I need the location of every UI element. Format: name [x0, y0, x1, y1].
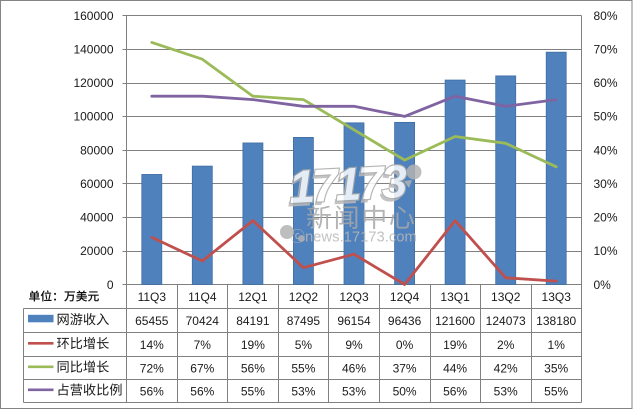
- svg-text:138180: 138180: [536, 314, 576, 328]
- svg-text:80%: 80%: [594, 9, 618, 23]
- svg-text:ⓒnews.17173.com: ⓒnews.17173.com: [290, 229, 417, 246]
- svg-text:96154: 96154: [337, 314, 371, 328]
- svg-text:53%: 53%: [342, 384, 366, 398]
- svg-text:37%: 37%: [393, 361, 417, 375]
- svg-text:35%: 35%: [544, 361, 568, 375]
- svg-text:160000: 160000: [73, 9, 113, 23]
- svg-text:121600: 121600: [435, 314, 475, 328]
- svg-text:80000: 80000: [80, 143, 114, 157]
- svg-text:0: 0: [107, 278, 114, 292]
- svg-text:87495: 87495: [287, 314, 321, 328]
- svg-text:53%: 53%: [291, 384, 315, 398]
- svg-text:20000: 20000: [80, 244, 114, 258]
- svg-text:40000: 40000: [80, 211, 114, 225]
- svg-text:12Q3: 12Q3: [339, 290, 369, 304]
- svg-text:30%: 30%: [594, 177, 618, 191]
- svg-text:46%: 46%: [342, 361, 366, 375]
- svg-text:12Q2: 12Q2: [289, 290, 319, 304]
- svg-text:67%: 67%: [190, 361, 214, 375]
- svg-text:12Q1: 12Q1: [238, 290, 268, 304]
- svg-text:19%: 19%: [443, 338, 467, 352]
- svg-text:10%: 10%: [594, 244, 618, 258]
- svg-text:50%: 50%: [393, 384, 417, 398]
- svg-text:120000: 120000: [73, 76, 113, 90]
- svg-text:13Q1: 13Q1: [440, 290, 470, 304]
- svg-text:1%: 1%: [548, 338, 566, 352]
- svg-text:12Q4: 12Q4: [390, 290, 420, 304]
- svg-text:42%: 42%: [494, 361, 518, 375]
- svg-text:55%: 55%: [291, 361, 315, 375]
- svg-text:9%: 9%: [345, 338, 363, 352]
- svg-text:13Q2: 13Q2: [491, 290, 521, 304]
- svg-text:100000: 100000: [73, 110, 113, 124]
- svg-text:55%: 55%: [544, 384, 568, 398]
- svg-text:44%: 44%: [443, 361, 467, 375]
- svg-text:0%: 0%: [594, 278, 612, 292]
- svg-text:70424: 70424: [186, 314, 220, 328]
- svg-text:50%: 50%: [594, 110, 618, 124]
- svg-text:11Q3: 11Q3: [138, 290, 167, 304]
- svg-text:53%: 53%: [494, 384, 518, 398]
- svg-text:5%: 5%: [295, 338, 313, 352]
- svg-text:17173: 17173: [288, 155, 409, 213]
- svg-text:0%: 0%: [396, 338, 414, 352]
- svg-text:72%: 72%: [140, 361, 164, 375]
- svg-text:96436: 96436: [388, 314, 422, 328]
- svg-text:56%: 56%: [241, 361, 265, 375]
- svg-text:70%: 70%: [594, 42, 618, 56]
- svg-text:2%: 2%: [497, 338, 515, 352]
- svg-text:55%: 55%: [241, 384, 265, 398]
- svg-text:56%: 56%: [443, 384, 467, 398]
- svg-text:56%: 56%: [140, 384, 164, 398]
- svg-text:14%: 14%: [140, 338, 164, 352]
- svg-text:20%: 20%: [594, 211, 618, 225]
- svg-text:60%: 60%: [594, 76, 618, 90]
- svg-text:65455: 65455: [135, 314, 169, 328]
- svg-text:13Q3: 13Q3: [542, 290, 572, 304]
- svg-text:60000: 60000: [80, 177, 114, 191]
- svg-text:56%: 56%: [190, 384, 214, 398]
- svg-text:124073: 124073: [486, 314, 526, 328]
- svg-text:140000: 140000: [73, 42, 113, 56]
- svg-text:11Q4: 11Q4: [188, 290, 217, 304]
- svg-text:84191: 84191: [236, 314, 270, 328]
- svg-text:7%: 7%: [194, 338, 212, 352]
- svg-text:19%: 19%: [241, 338, 265, 352]
- svg-text:40%: 40%: [594, 143, 618, 157]
